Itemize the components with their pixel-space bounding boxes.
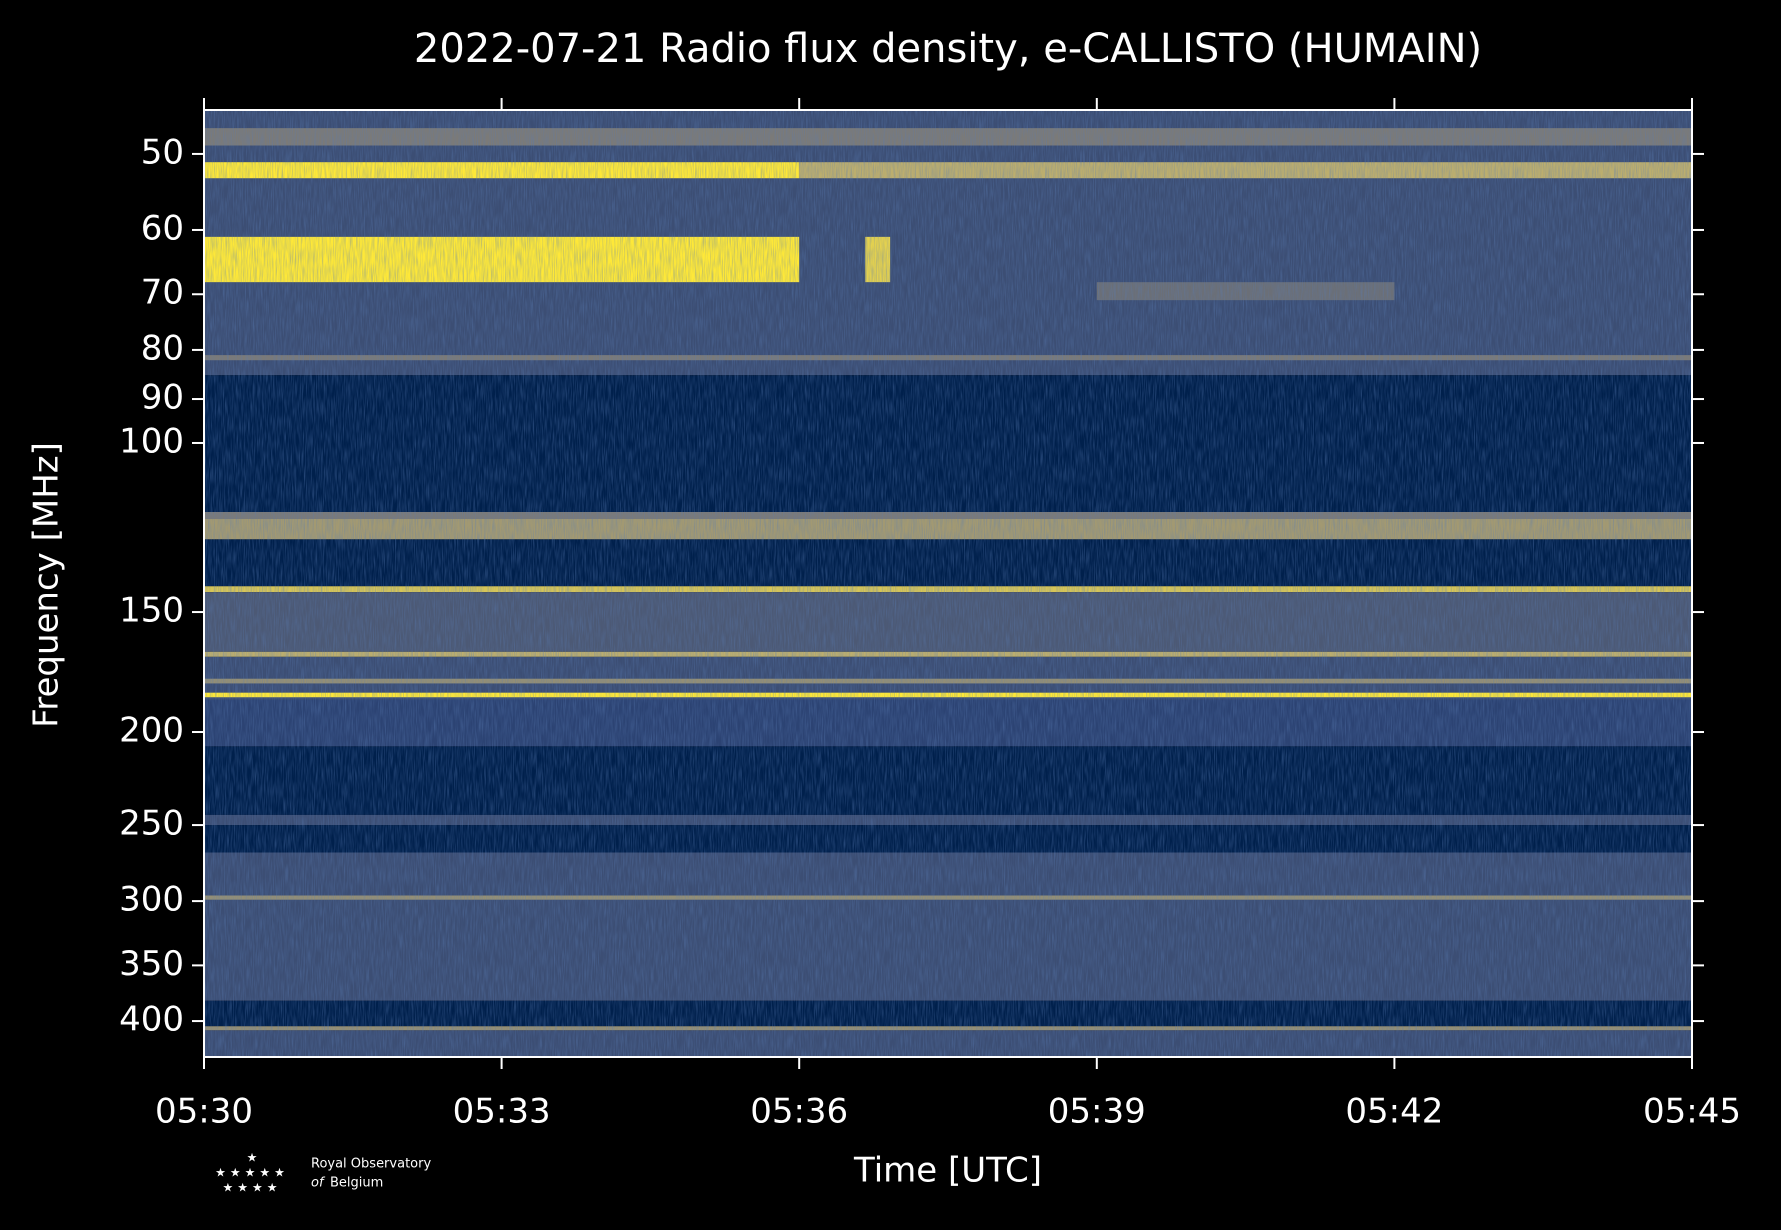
logo-stars: ★★★★★ (215, 1166, 289, 1180)
y-tick-label: 350 (119, 944, 184, 984)
x-axis-label: Time [UTC] (853, 1151, 1042, 1191)
y-tick-label: 90 (141, 378, 184, 418)
noise-texture (204, 110, 1692, 1057)
logo-text: Belgium (330, 1176, 383, 1191)
y-tick-label: 60 (141, 208, 184, 248)
y-tick-label: 300 (119, 880, 184, 920)
logo-stars: ★★★★ (222, 1181, 281, 1195)
logo-stars: ★ (247, 1151, 258, 1165)
x-tick-label: 05:42 (1345, 1092, 1443, 1132)
y-axis-label: Frequency [MHz] (27, 442, 67, 728)
y-tick-label: 70 (141, 273, 184, 313)
chart-title: 2022-07-21 Radio flux density, e-CALLIST… (414, 26, 1482, 72)
y-tick-label: 50 (141, 132, 184, 172)
y-tick-label: 100 (119, 421, 184, 461)
x-tick-label: 05:36 (750, 1092, 848, 1132)
logo: ★ ★★★★★ ★★★★ Royal Observatory of Belgiu… (215, 1151, 431, 1195)
y-tick-label: 400 (119, 1000, 184, 1040)
y-tick-label: 150 (119, 591, 184, 631)
x-tick-label: 05:30 (155, 1092, 253, 1132)
x-tick-label: 05:33 (453, 1092, 551, 1132)
x-tick-label: 05:39 (1048, 1092, 1146, 1132)
x-tick-label: 05:45 (1643, 1092, 1741, 1132)
y-tick-label: 200 (119, 711, 184, 751)
logo-text: Royal Observatory (311, 1157, 431, 1172)
plot-area (204, 110, 1692, 1057)
y-tick-label: 80 (141, 328, 184, 368)
plot-frame (203, 109, 1693, 1058)
logo-text: of (311, 1176, 326, 1191)
y-tick-label: 250 (119, 804, 184, 844)
